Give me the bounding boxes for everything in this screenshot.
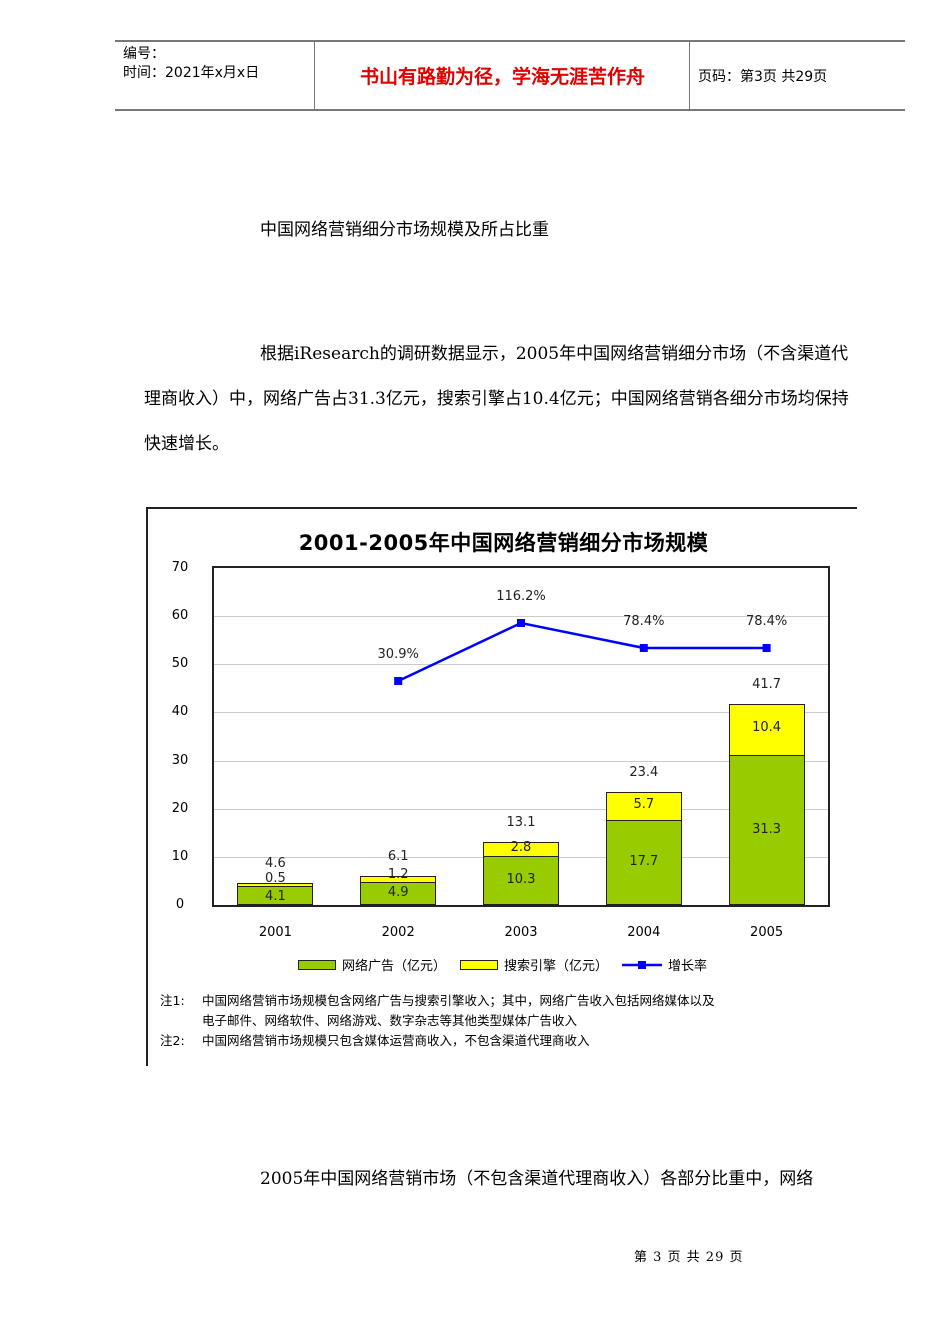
page-header: 编号： 时间：2021年x月x日 书山有路勤为径，学海无涯苦作舟 页码：第3页 … xyxy=(115,40,905,111)
bar-segment-se xyxy=(605,792,682,822)
bar-value-label: 10.3 xyxy=(506,872,536,888)
header-page-info: 页码：第3页 共29页 xyxy=(698,68,828,85)
bar-total-label: 41.7 xyxy=(752,677,782,693)
legend-item-se: 搜索引擎（亿元） xyxy=(460,955,608,974)
legend-swatch-yellow xyxy=(460,959,499,970)
header-meta: 编号： 时间：2021年x月x日 xyxy=(115,42,315,109)
note-row: 注1: 中国网络营销市场规模包含网络广告与搜索引擎收入；其中，网络广告收入包括网络… xyxy=(160,993,715,1008)
rate-marker xyxy=(762,644,771,652)
note-row: 电子邮件、网络软件、网络游戏、数字杂志等其他类型媒体广告收入 xyxy=(202,1013,578,1028)
bar-value-label: 1.2 xyxy=(387,867,409,883)
bar-value-label: 10.4 xyxy=(752,720,782,736)
y-tick-label: 0 xyxy=(175,897,185,912)
x-tick-label: 2003 xyxy=(504,925,538,940)
rate-marker xyxy=(517,619,525,627)
y-tick-label: 60 xyxy=(171,608,189,624)
y-tick-label: 70 xyxy=(171,560,189,575)
gridline xyxy=(214,760,828,762)
bar-value-label: 2.8 xyxy=(510,839,532,855)
y-tick-label: 50 xyxy=(171,656,189,672)
x-tick-label: 2004 xyxy=(627,925,661,940)
rate-value-label: 30.9% xyxy=(377,647,419,662)
bar-total-label: 6.1 xyxy=(387,848,409,864)
bar-segment-ad xyxy=(728,754,805,905)
bar-value-label: 4.9 xyxy=(387,885,409,901)
plot-area: 4.1 0.5 4.6 4.9 1.2 6.1 10.3 2.8 13.1 17.7 5.7 23.4… xyxy=(212,566,830,907)
bar-segment-ad xyxy=(605,819,682,905)
body-paragraph-1: 根据iResearch的调研数据显示，2005年中国网络营销细分市场（不含渠道代… xyxy=(144,344,849,454)
legend-label-se: 搜索引擎（亿元） xyxy=(504,959,609,974)
legend-label-rate: 增长率 xyxy=(668,959,708,974)
bar-total-label: 13.1 xyxy=(506,814,536,830)
bar-total-label: 23.4 xyxy=(629,765,659,781)
x-tick-label: 2001 xyxy=(258,925,292,940)
y-tick-label: 10 xyxy=(171,848,189,864)
growth-rate-line xyxy=(394,619,771,685)
chart-notes: 注1: 中国网络营销市场规模包含网络广告与搜索引擎收入；其中，网络广告收入包括网络… xyxy=(160,991,715,1051)
rate-value-label: 116.2% xyxy=(496,589,546,604)
y-tick-label: 30 xyxy=(171,752,189,768)
legend-item-ad: 网络广告（亿元） xyxy=(298,955,446,974)
header-motto: 书山有路勤为径，学海无涯苦作舟 xyxy=(316,42,690,109)
page-footer: 第 3 页 共 29 页 xyxy=(634,1250,744,1265)
gridline xyxy=(214,664,828,666)
bar-segment-se xyxy=(237,882,314,887)
x-tick-label: 2002 xyxy=(381,925,415,940)
legend-line-marker-icon xyxy=(622,960,663,969)
bar-value-label: 17.7 xyxy=(629,854,659,870)
bar-segment-se xyxy=(728,704,805,756)
legend-item-rate: 增长率 xyxy=(622,955,707,974)
bar-segment-se xyxy=(483,841,559,857)
serial-label: 编号： xyxy=(123,46,165,62)
rate-value-label: 78.4% xyxy=(623,614,665,629)
x-tick-label: 2005 xyxy=(750,925,784,940)
y-tick-label: 20 xyxy=(171,800,189,816)
gridline xyxy=(214,808,828,810)
legend-label-ad: 网络广告（亿元） xyxy=(342,959,447,974)
gridline xyxy=(214,616,828,618)
rate-marker xyxy=(639,644,648,652)
legend-swatch-green xyxy=(298,959,336,970)
gridline xyxy=(214,712,828,714)
bar-value-label: 31.3 xyxy=(752,821,782,837)
time-label: 时间：2021年x月x日 xyxy=(123,65,260,81)
chart-figure: 2001-2005年中国网络营销细分市场规模 0 10 20 30 40 50 60 70 4… xyxy=(146,507,857,1066)
figure-caption: 中国网络营销细分市场规模及所占比重 xyxy=(260,220,549,240)
bar-total-label: 4.6 xyxy=(265,855,286,871)
note-row: 注2: 中国网络营销市场规模只包含媒体运营商收入，不包含渠道代理商收入 xyxy=(160,1033,590,1048)
bar-value-label: 0.5 xyxy=(265,871,286,887)
bar-segment-se xyxy=(360,875,437,883)
body-paragraph-2: 2005年中国网络营销市场（不包含渠道代理商收入）各部分比重中，网络 xyxy=(260,1169,814,1189)
bar-value-label: 4.1 xyxy=(265,889,286,904)
rate-marker xyxy=(394,677,403,685)
rate-value-label: 78.4% xyxy=(745,614,788,629)
y-tick-label: 40 xyxy=(171,704,189,720)
bar-value-label: 5.7 xyxy=(633,797,655,813)
chart-title: 2001-2005年中国网络营销细分市场规模 xyxy=(298,531,709,555)
chart-legend: 网络广告（亿元） 搜索引擎（亿元） 增长率 xyxy=(298,955,707,974)
